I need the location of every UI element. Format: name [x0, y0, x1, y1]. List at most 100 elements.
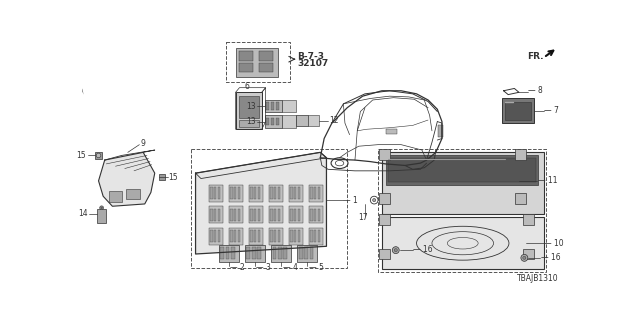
Polygon shape [196, 152, 326, 254]
Bar [238, 187, 240, 199]
Bar [191, 148, 348, 268]
Text: — 4: — 4 [283, 263, 298, 272]
Bar [291, 209, 292, 221]
Bar [209, 206, 223, 223]
Bar [265, 100, 282, 112]
Bar [505, 101, 531, 120]
Circle shape [100, 206, 104, 210]
Bar [379, 249, 390, 260]
Text: 9: 9 [140, 139, 145, 148]
Bar [250, 230, 253, 243]
Text: 13: 13 [246, 117, 255, 126]
Bar [210, 187, 212, 199]
Bar [308, 206, 323, 223]
Bar [159, 174, 164, 180]
Bar [289, 185, 303, 202]
Circle shape [523, 256, 526, 260]
Bar [318, 209, 320, 221]
Text: 17: 17 [358, 212, 367, 221]
Bar [269, 228, 283, 245]
Bar [238, 209, 240, 221]
Text: — 7: — 7 [543, 106, 559, 115]
Bar [254, 230, 257, 243]
Polygon shape [99, 152, 155, 206]
Bar [258, 187, 260, 199]
Bar [258, 230, 260, 243]
Bar [296, 116, 308, 126]
Bar [278, 209, 280, 221]
Bar [249, 185, 262, 202]
Bar [276, 102, 279, 110]
Bar [299, 247, 303, 260]
Bar [228, 206, 243, 223]
Text: TBAJB1310: TBAJB1310 [517, 274, 559, 283]
Bar [266, 102, 269, 110]
Bar [310, 247, 314, 260]
Bar [270, 230, 273, 243]
Bar [386, 156, 538, 185]
Circle shape [521, 254, 528, 261]
Bar [278, 187, 280, 199]
Bar [246, 247, 250, 260]
Text: — 16: — 16 [413, 245, 433, 254]
Bar [274, 209, 276, 221]
Bar [230, 230, 232, 243]
Bar [265, 116, 282, 128]
Bar [289, 228, 303, 245]
Bar [379, 149, 390, 160]
Bar [249, 206, 262, 223]
Bar [126, 188, 140, 199]
Bar [282, 116, 296, 128]
Bar [308, 185, 323, 202]
Bar [218, 230, 220, 243]
Bar [314, 187, 316, 199]
Bar [382, 217, 543, 269]
Bar [310, 230, 312, 243]
Bar [274, 230, 276, 243]
Polygon shape [82, 88, 84, 95]
Bar [502, 99, 534, 123]
Bar [298, 187, 300, 199]
Bar [294, 187, 296, 199]
Bar [379, 193, 390, 204]
Bar [382, 152, 543, 214]
Bar [214, 230, 216, 243]
Bar [314, 209, 316, 221]
Bar [239, 63, 253, 72]
Bar [239, 96, 259, 118]
Bar [271, 118, 274, 125]
Bar [274, 187, 276, 199]
Text: — 11: — 11 [538, 176, 557, 185]
Bar [294, 230, 296, 243]
Bar [230, 187, 232, 199]
Bar [266, 118, 269, 125]
Circle shape [101, 207, 102, 209]
Bar [258, 209, 260, 221]
Bar [231, 247, 235, 260]
Bar [219, 245, 239, 262]
Text: 15: 15 [76, 151, 86, 160]
Bar [209, 185, 223, 202]
Bar [515, 149, 526, 160]
Bar [259, 63, 273, 72]
Bar [276, 118, 279, 125]
Text: 15: 15 [168, 172, 177, 181]
Bar [318, 230, 320, 243]
Bar [310, 209, 312, 221]
Bar [259, 52, 273, 61]
Bar [294, 209, 296, 221]
Bar [236, 48, 278, 77]
Bar [214, 187, 216, 199]
Text: 32107: 32107 [297, 59, 328, 68]
Bar [227, 42, 289, 82]
Bar [278, 230, 280, 243]
Text: — 5: — 5 [308, 263, 324, 272]
Bar [270, 187, 273, 199]
Bar [308, 116, 319, 126]
Bar [269, 185, 283, 202]
Text: B-7-3: B-7-3 [297, 52, 324, 60]
Text: 12: 12 [329, 116, 339, 125]
Text: — 2: — 2 [230, 263, 245, 272]
Bar [234, 209, 236, 221]
Bar [252, 247, 255, 260]
